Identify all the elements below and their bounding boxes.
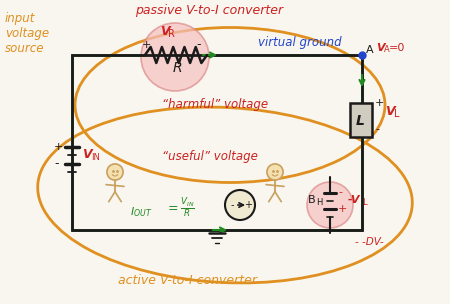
Text: +: + bbox=[244, 200, 252, 210]
Text: voltage: voltage bbox=[5, 27, 49, 40]
Text: V: V bbox=[82, 148, 92, 161]
Text: R: R bbox=[173, 61, 183, 75]
Text: +: + bbox=[142, 40, 151, 50]
Circle shape bbox=[107, 164, 123, 180]
Text: B: B bbox=[308, 195, 315, 205]
Text: “useful” voltage: “useful” voltage bbox=[162, 150, 258, 163]
Text: -: - bbox=[54, 157, 58, 170]
Text: A: A bbox=[366, 45, 374, 55]
Text: +: + bbox=[338, 204, 347, 214]
Text: -: - bbox=[196, 38, 201, 51]
Text: R: R bbox=[168, 29, 175, 39]
Text: -: - bbox=[338, 187, 342, 197]
Text: V: V bbox=[376, 43, 385, 53]
Text: -: - bbox=[231, 200, 234, 210]
Circle shape bbox=[225, 190, 255, 220]
Text: virtual ground: virtual ground bbox=[258, 36, 342, 49]
Text: V: V bbox=[160, 25, 170, 38]
Text: V: V bbox=[385, 105, 395, 118]
Text: =0: =0 bbox=[389, 43, 405, 53]
Circle shape bbox=[267, 164, 283, 180]
Text: - -DV-: - -DV- bbox=[355, 237, 384, 247]
Text: source: source bbox=[5, 42, 45, 55]
Text: passive V-to-I converter: passive V-to-I converter bbox=[135, 4, 283, 17]
Text: L: L bbox=[394, 109, 400, 119]
Text: active V-to-I converter: active V-to-I converter bbox=[118, 274, 257, 287]
Text: -V: -V bbox=[348, 195, 360, 205]
Text: $I_{OUT}$: $I_{OUT}$ bbox=[130, 205, 153, 219]
Bar bbox=[350, 103, 372, 137]
Bar bbox=[72, 55, 362, 230]
Text: $=\frac{V_{IN}}{R}$: $=\frac{V_{IN}}{R}$ bbox=[165, 197, 195, 220]
Circle shape bbox=[141, 23, 209, 91]
Text: H: H bbox=[316, 198, 322, 207]
Text: -: - bbox=[375, 124, 379, 134]
Text: L: L bbox=[356, 114, 365, 128]
Text: L: L bbox=[362, 198, 367, 207]
Text: A: A bbox=[384, 45, 390, 54]
Text: “harmful” voltage: “harmful” voltage bbox=[162, 98, 268, 111]
Text: input: input bbox=[5, 12, 36, 25]
Text: IN: IN bbox=[91, 153, 100, 162]
Text: +: + bbox=[375, 98, 384, 108]
Circle shape bbox=[307, 182, 353, 228]
Text: +: + bbox=[54, 142, 63, 152]
